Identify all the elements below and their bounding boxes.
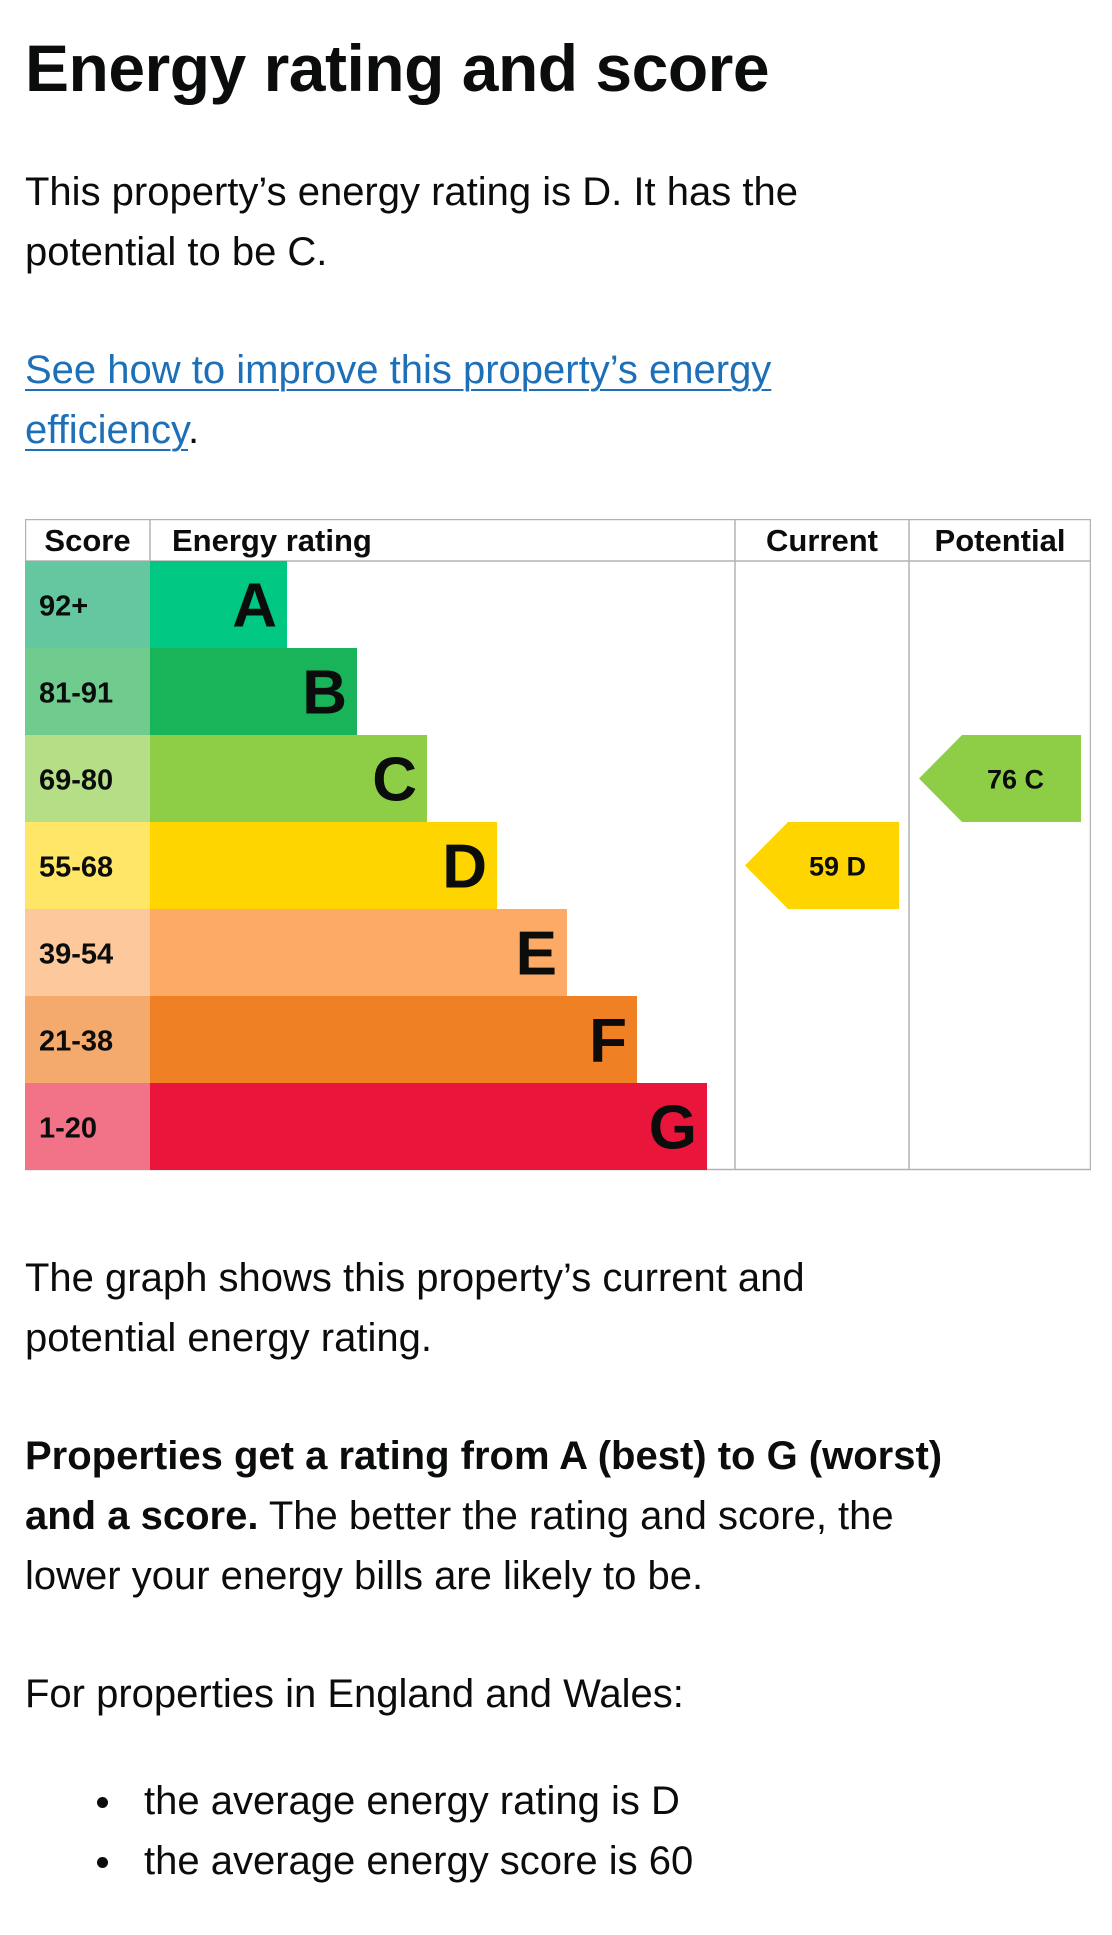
rating-explainer-text-2: The better the rating and score, the (258, 1494, 894, 1538)
improve-efficiency-link-line-2[interactable]: efficiency (25, 408, 189, 452)
rating-letter-label: C (372, 746, 417, 815)
improve-paragraph: See how to improve this property’s energ… (25, 340, 771, 460)
rating-bar-a (150, 561, 287, 648)
england-wales-intro: For properties in England and Wales: (25, 1672, 684, 1716)
rating-letter-label: B (302, 659, 347, 728)
rating-bar-g (150, 1083, 707, 1170)
list-item: the average energy score is 60 (25, 1831, 693, 1891)
rating-explainer: Properties get a rating from A (best) to… (25, 1426, 942, 1606)
rating-summary-line-2: potential to be C. (25, 230, 328, 274)
rating-bar-e (150, 909, 567, 996)
graph-caption: The graph shows this property’s current … (25, 1248, 805, 1368)
score-range-label: 81-91 (39, 678, 113, 710)
improve-efficiency-link-line-1[interactable]: See how to improve this property’s energ… (25, 348, 772, 392)
graph-caption-line-1: The graph shows this property’s current … (25, 1256, 805, 1300)
rating-bar-d (150, 822, 497, 909)
score-column-header: Score (44, 523, 130, 558)
score-cell-a (25, 561, 150, 648)
score-range-label: 69-80 (39, 765, 113, 797)
bullet-icon (97, 1857, 108, 1868)
rating-explainer-bold-1: Properties get a rating from A (best) to… (25, 1434, 943, 1478)
graph-caption-line-2: potential energy rating. (25, 1316, 432, 1360)
potential-column-header: Potential (935, 523, 1066, 558)
current-rating-label: 59 D (809, 852, 866, 882)
energy-rating-chart: Score Energy rating Current Potential 92+ A 81… (25, 519, 1091, 1171)
bullet-icon (97, 1797, 108, 1808)
current-column-header: Current (766, 523, 878, 558)
score-range-label: 92+ (39, 591, 88, 623)
score-cell-d (25, 822, 150, 909)
rating-bar-c (150, 735, 427, 822)
potential-arrow (919, 735, 1081, 822)
score-cell-e (25, 909, 150, 996)
score-range-label: 1-20 (39, 1113, 97, 1145)
score-cell-g (25, 1083, 150, 1170)
improve-link-period: . (188, 408, 200, 452)
rating-letter-label: E (516, 920, 557, 989)
average-score-text: the average energy score is 60 (144, 1839, 694, 1883)
potential-rating-label: 76 C (987, 765, 1044, 795)
score-range-label: 21-38 (39, 1026, 113, 1058)
score-range-label: 39-54 (39, 939, 113, 971)
average-rating-text: the average energy rating is D (144, 1779, 680, 1823)
list-item: the average energy rating is D (25, 1771, 693, 1831)
score-cell-f (25, 996, 150, 1083)
averages-list: the average energy rating is D the avera… (25, 1771, 693, 1891)
current-arrow (745, 822, 899, 909)
score-cell-b (25, 648, 150, 735)
score-cell-c (25, 735, 150, 822)
rating-bar-f (150, 996, 637, 1083)
rating-letter-label: D (442, 833, 487, 902)
rating-explainer-text-3: lower your energy bills are likely to be… (25, 1554, 704, 1598)
rating-summary: This property’s energy rating is D. It h… (25, 162, 798, 282)
page-title: Energy rating and score (25, 31, 770, 105)
rating-letter-label: F (589, 1007, 627, 1076)
rating-summary-line-1: This property’s energy rating is D. It h… (25, 170, 798, 214)
score-range-label: 55-68 (39, 852, 113, 884)
rating-bar-b (150, 648, 357, 735)
energy-rating-column-header: Energy rating (172, 523, 372, 558)
rating-explainer-bold-2: and a score. (25, 1494, 259, 1538)
rating-letter-label: G (649, 1094, 697, 1163)
rating-letter-label: A (232, 572, 277, 641)
